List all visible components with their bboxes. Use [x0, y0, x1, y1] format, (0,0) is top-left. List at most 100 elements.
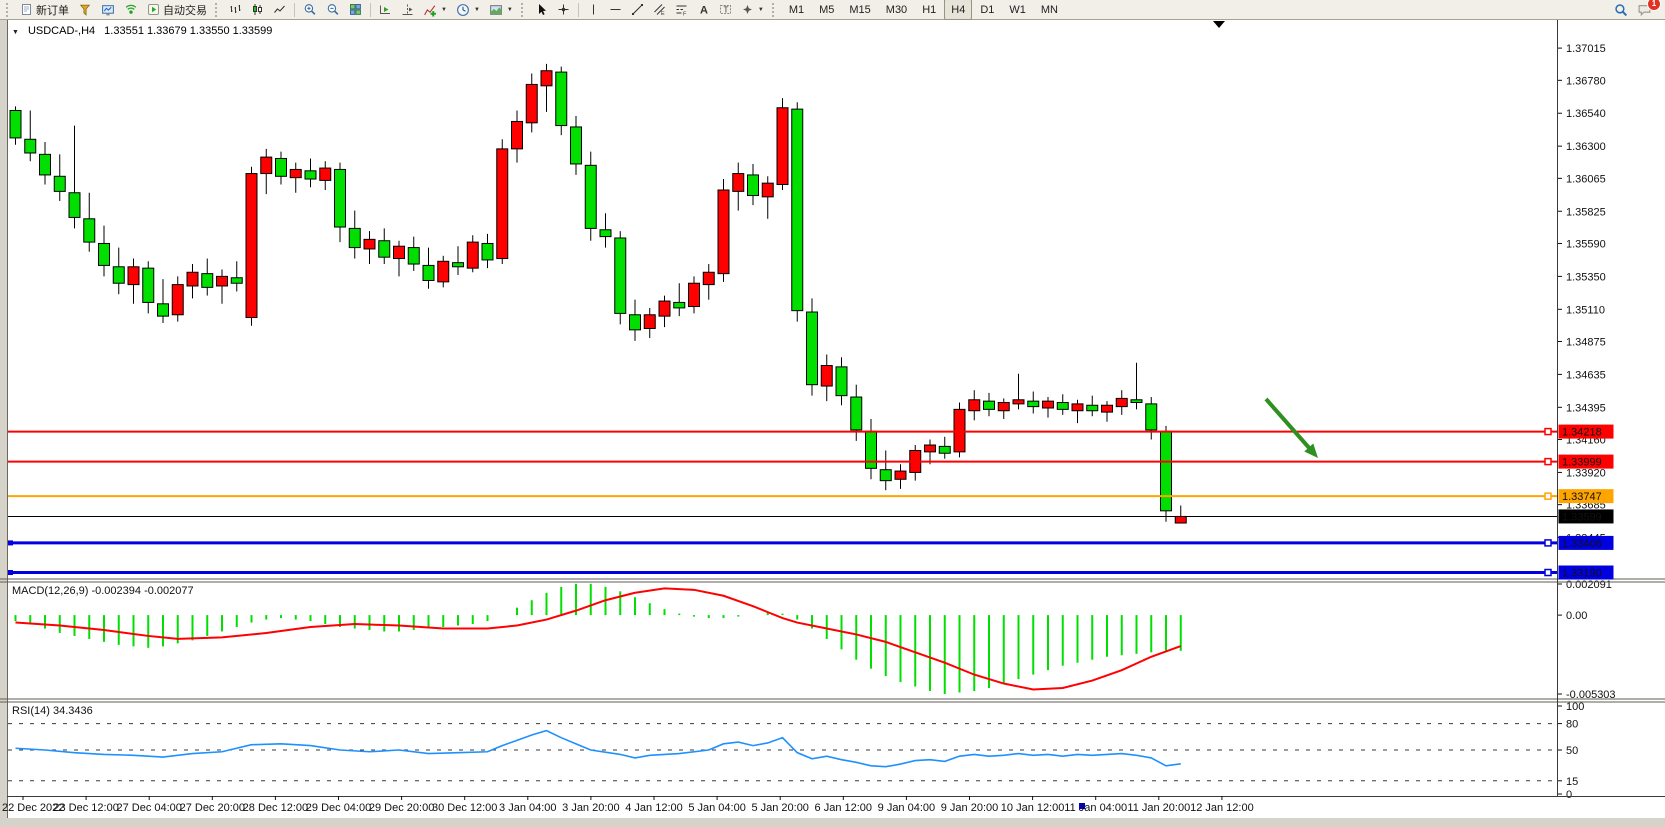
price-label-box — [1558, 509, 1614, 524]
candle-body — [304, 170, 317, 180]
price-axis[interactable]: 1.37015 1.36780 1.36540 1.36300 1.36065 1.358… — [1557, 43, 1606, 545]
candle-body — [850, 396, 863, 431]
toolbar-separator — [577, 2, 579, 17]
auto-trading-button[interactable]: 自动交易 — [143, 0, 211, 19]
candle-body — [452, 262, 464, 268]
cursor-button[interactable] — [531, 0, 552, 19]
candle-body — [776, 107, 789, 186]
candle-body — [997, 402, 1010, 412]
main-toolbar: 新订单 自动交易 ▼ ▼ — [0, 0, 1665, 20]
search-button[interactable] — [1610, 0, 1632, 19]
candle-body — [83, 218, 96, 243]
candle-body — [275, 157, 287, 177]
timeframe-m5-button[interactable]: M5 — [819, 3, 835, 16]
candle-body — [230, 277, 243, 284]
trend-arrow[interactable] — [1264, 397, 1318, 458]
price-label-text: 1.34218 — [1562, 427, 1602, 439]
candle-body — [865, 430, 877, 469]
text-button[interactable]: A — [693, 0, 714, 19]
shapes-button[interactable]: ▼ — [737, 0, 768, 19]
funnel-button[interactable] — [74, 0, 96, 19]
candle-body — [702, 271, 715, 286]
svg-text:A: A — [700, 5, 708, 17]
candle-body — [437, 260, 450, 283]
notifications-button[interactable]: 1 — [1633, 0, 1661, 19]
candle-body — [835, 366, 848, 397]
macd-label: MACD(12,26,9) -0.002394 -0.002077 — [12, 585, 194, 597]
timeframe-d1-button[interactable]: D1 — [980, 3, 995, 16]
timeframe-m1-button[interactable]: M1 — [788, 3, 805, 16]
scroll-marker — [1079, 803, 1085, 809]
candlestick-chart-icon — [253, 4, 262, 15]
candle-body — [1174, 515, 1187, 524]
pane-separators[interactable] — [0, 20, 1665, 797]
signals-button[interactable] — [120, 0, 142, 19]
template-icon — [489, 4, 502, 15]
rsi-pane: 100 80 50 150 RSI(14) 34.3436 — [8, 701, 1584, 801]
horizontal-line-button[interactable] — [605, 0, 626, 19]
fibonacci-button[interactable]: F — [671, 0, 692, 19]
market-watch-button[interactable] — [97, 0, 119, 19]
templates-button[interactable]: ▼ — [485, 0, 517, 19]
text-label-button[interactable]: T — [715, 0, 736, 19]
text-label-icon: T — [719, 5, 731, 14]
zoom-out-button[interactable] — [322, 0, 344, 19]
candle-body — [806, 311, 818, 386]
candlestick-chart-button[interactable] — [247, 0, 268, 19]
zoom-in-icon — [304, 3, 316, 15]
time-axis-label: 4 Jan 12:00 — [625, 802, 683, 814]
bar-chart-button[interactable] — [225, 0, 246, 19]
candle-body — [511, 120, 523, 150]
chevron-down-icon: ▼ — [757, 6, 764, 13]
timeframe-m30-button[interactable]: M30 — [885, 3, 908, 16]
timeframe-h1-button[interactable]: H1 — [922, 3, 937, 16]
symbol-dropdown-icon[interactable]: ▼ — [12, 28, 19, 36]
tile-windows-button[interactable] — [345, 0, 366, 19]
vertical-line-button[interactable] — [583, 0, 604, 19]
toolbar-grip[interactable] — [215, 2, 221, 17]
auto-scroll-button[interactable] — [375, 0, 396, 19]
zoom-in-button[interactable] — [299, 0, 321, 19]
macd-axis-label: 0.00 — [1566, 610, 1587, 622]
line-chart-button[interactable] — [269, 0, 290, 19]
candle-body — [747, 174, 759, 196]
channel-button[interactable]: E — [649, 0, 670, 19]
crosshair-button[interactable] — [553, 0, 574, 19]
macd-axis-label: 0.002091 — [1566, 579, 1612, 591]
candle-body — [525, 83, 538, 124]
chart-shift-button[interactable] — [397, 0, 418, 19]
rsi-axis-label: 100 — [1566, 701, 1584, 713]
timeframe-h4-button[interactable]: H4 — [944, 0, 973, 20]
candle-body — [879, 469, 892, 482]
price-label-boxes: 1.34218 1.33999 1.33747 1.33599 1.33406 1.331… — [1558, 424, 1614, 580]
toolbar-grip[interactable] — [771, 2, 778, 17]
timeframe-group: M1 M5 M15 M30 H1 H4 D1 W1 MN — [782, 0, 1065, 20]
candle-body — [407, 247, 420, 265]
candle-body — [924, 444, 936, 453]
timeframe-m15-button[interactable]: M15 — [849, 3, 871, 16]
toolbar-grip[interactable] — [6, 2, 12, 17]
candle-body — [673, 301, 686, 309]
vertical-line-icon — [592, 4, 594, 15]
periods-button[interactable]: ▼ — [452, 0, 484, 19]
arrow-head — [1304, 443, 1318, 458]
trendline-button[interactable] — [627, 0, 648, 19]
toolbar-grip[interactable] — [520, 2, 527, 17]
timeframe-w1-button[interactable]: W1 — [1009, 3, 1026, 16]
candle-body — [393, 245, 405, 260]
time-axis-label: 27 Dec 20:00 — [180, 802, 245, 814]
time-axis-label: 28 Dec 12:00 — [243, 802, 308, 814]
indicators-button[interactable]: ▼ — [419, 0, 451, 19]
timeframe-mn-button[interactable]: MN — [1040, 3, 1058, 16]
new-order-button[interactable]: 新订单 — [16, 0, 73, 19]
horizontal-lines-layer[interactable] — [8, 427, 1557, 577]
horizontal-line-icon — [610, 9, 621, 10]
candle-body — [348, 227, 361, 249]
candle-body — [614, 237, 627, 314]
candle-body — [629, 314, 641, 331]
notification-badge: 1 — [1647, 0, 1661, 11]
candle-body — [968, 399, 981, 412]
price-tick-label: 1.36300 — [1566, 141, 1606, 153]
auto-trading-label: 自动交易 — [163, 4, 207, 17]
